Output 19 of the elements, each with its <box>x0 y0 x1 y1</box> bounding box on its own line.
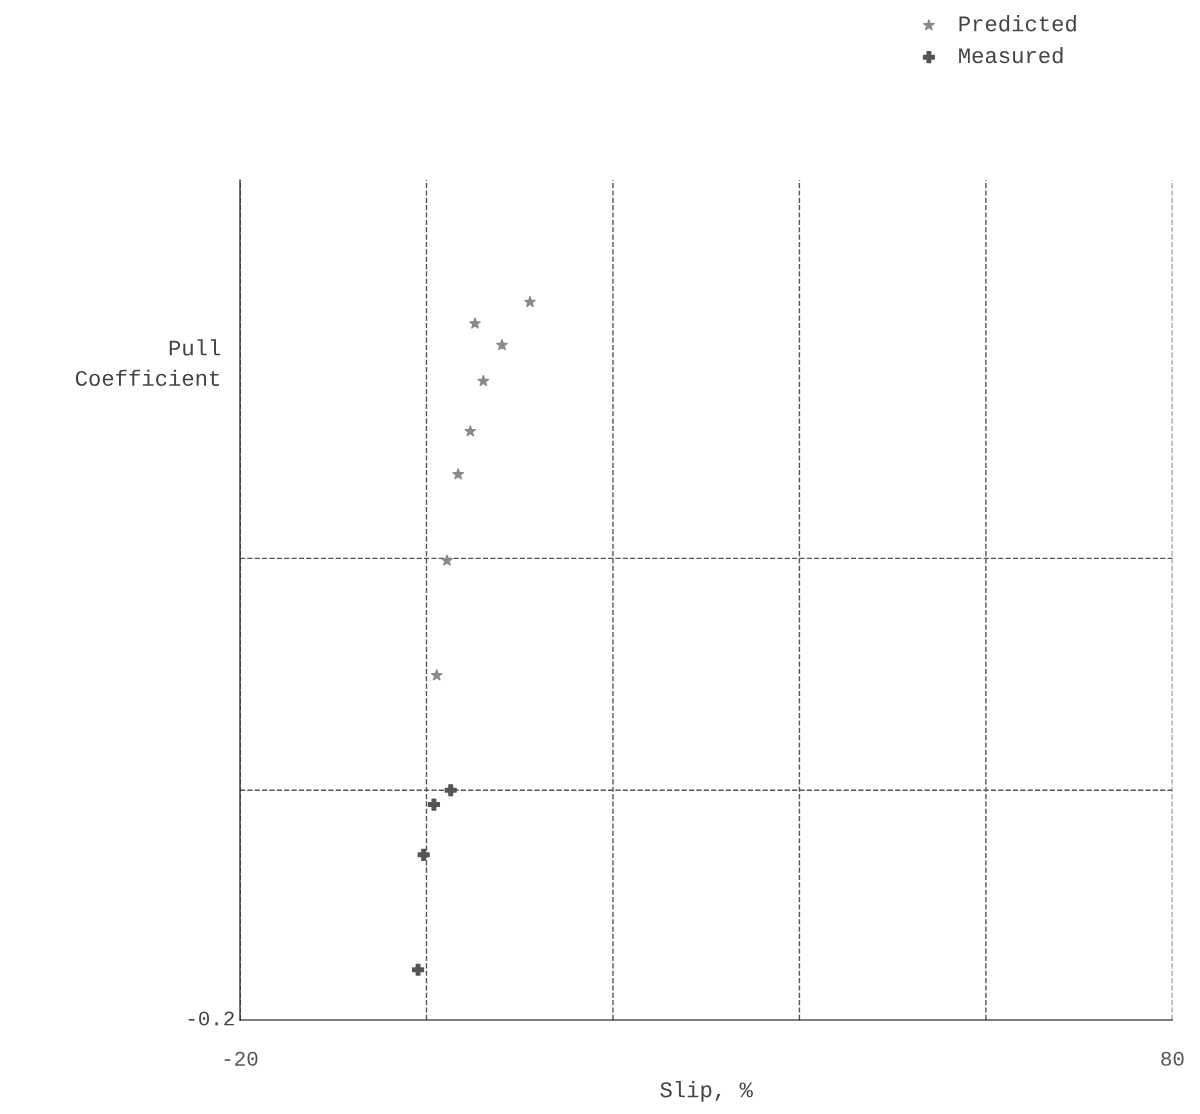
point <box>430 669 443 681</box>
point <box>477 374 490 387</box>
point <box>412 963 425 976</box>
point <box>427 798 441 811</box>
point <box>496 339 508 351</box>
point <box>524 295 536 308</box>
x-tick-label: 80 <box>1161 1051 1184 1066</box>
x-tick-label: -20 <box>224 1051 258 1066</box>
y-axis-title: Pull Coefficient <box>75 339 221 386</box>
point <box>469 317 481 329</box>
point <box>417 848 430 861</box>
text: -0.2 <box>188 1011 234 1026</box>
point <box>444 784 457 797</box>
point <box>464 425 477 437</box>
point <box>452 468 464 480</box>
point <box>441 554 453 566</box>
legend-label: Predicted <box>959 15 1076 32</box>
x-axis-title: Slip, % <box>660 1081 753 1102</box>
legend-label: Measured <box>959 46 1063 64</box>
